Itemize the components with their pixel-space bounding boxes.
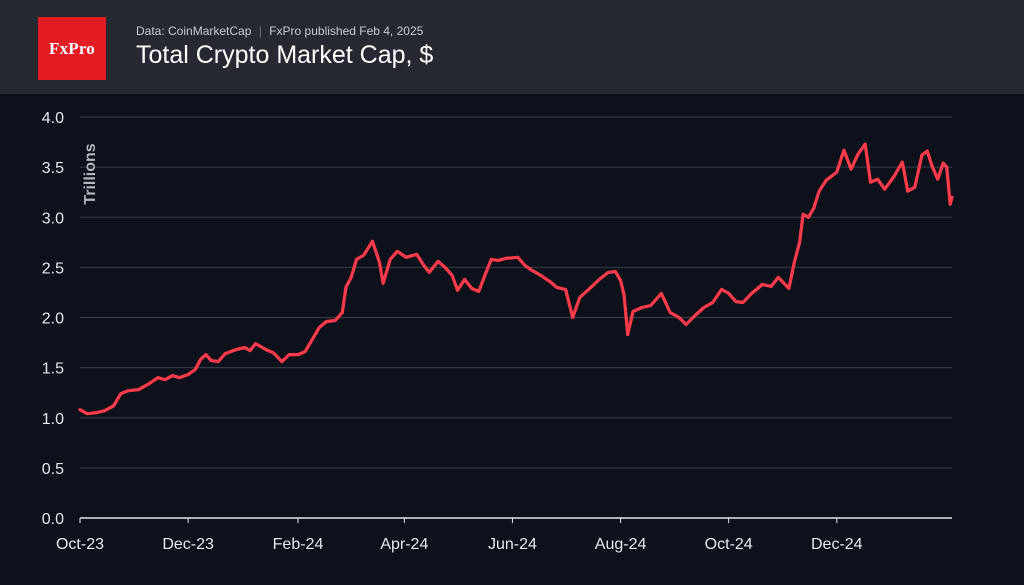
x-tick-label: Oct-24 [705, 536, 753, 553]
y-tick-label: 1.5 [42, 361, 64, 378]
source-line: Data: CoinMarketCap | FxPro published Fe… [136, 24, 423, 38]
x-tick-label: Feb-24 [273, 536, 324, 553]
chart-area: 0.0 0.5 1.0 1.5 2.0 2.5 3.0 3.5 4.0 Oct-23 Dec-23… [42, 110, 954, 553]
x-axis: Oct-23 Dec-23 Feb-24 Apr-24 Jun-24 Aug-24 Oct-… [56, 518, 863, 553]
header-bar: FxPro Data: CoinMarketCap | FxPro publis… [0, 0, 1024, 94]
grid-lines [80, 116, 952, 519]
series-line-market-cap [78, 142, 954, 416]
x-tick-label: Oct-23 [56, 536, 104, 553]
data-source: Data: CoinMarketCap [136, 24, 252, 38]
published-date: FxPro published Feb 4, 2025 [269, 24, 424, 38]
separator: | [258, 24, 262, 38]
x-tick-label: Dec-23 [162, 536, 214, 553]
y-tick-label: 3.0 [42, 210, 64, 227]
y-tick-label: 4.0 [42, 110, 64, 127]
chart-title: Total Crypto Market Cap, $ [136, 41, 434, 69]
y-tick-label: 1.0 [42, 411, 64, 428]
x-tick-label: Jun-24 [488, 536, 537, 553]
y-tick-label: 2.0 [42, 311, 64, 328]
y-tick-label: 0.5 [42, 461, 64, 478]
y-axis-label: Trillions [82, 143, 99, 204]
logo-text: FxPro [48, 38, 95, 58]
y-tick-label: 2.5 [42, 260, 64, 277]
x-tick-label: Dec-24 [811, 536, 863, 553]
fxpro-logo: FxPro [38, 17, 106, 80]
x-tick-label: Apr-24 [380, 536, 428, 553]
x-tick-label: Aug-24 [595, 536, 647, 553]
y-axis: 0.0 0.5 1.0 1.5 2.0 2.5 3.0 3.5 4.0 [42, 110, 64, 528]
y-tick-label: 0.0 [42, 511, 64, 528]
y-tick-label: 3.5 [42, 160, 64, 177]
series-layer [78, 142, 954, 416]
